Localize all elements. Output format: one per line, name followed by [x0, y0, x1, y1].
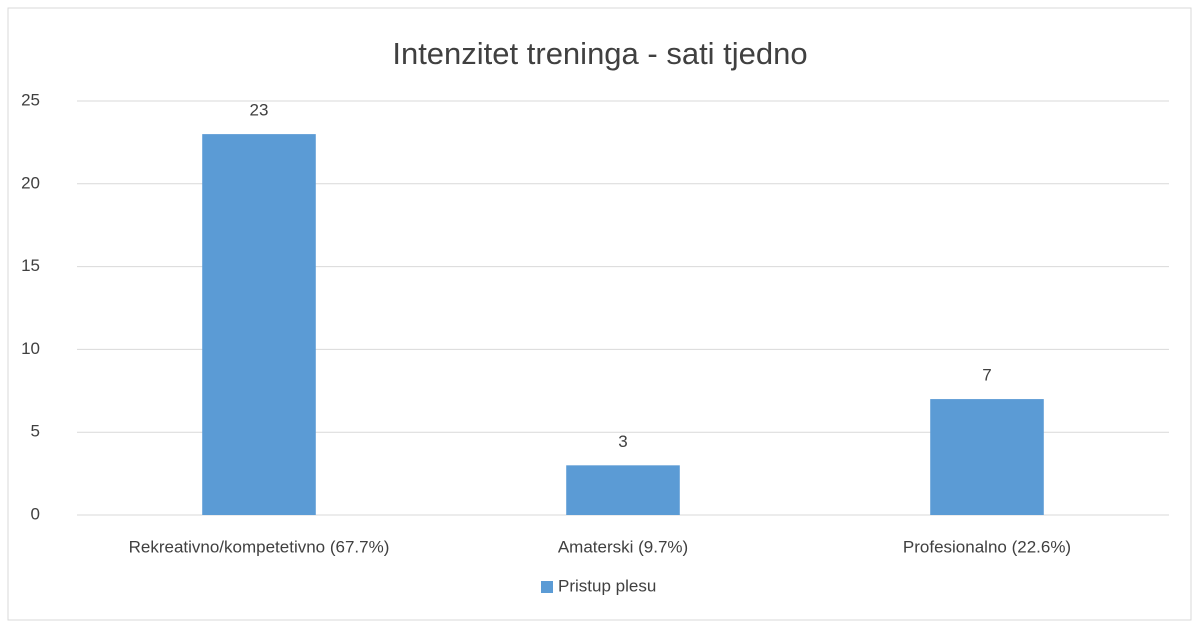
- data-label: 23: [250, 101, 269, 120]
- y-tick-label: 15: [21, 256, 40, 275]
- chart-title: Intenzitet treninga - sati tjedno: [392, 36, 807, 71]
- x-tick-label: Profesionalno (22.6%): [903, 537, 1071, 556]
- legend-swatch: [541, 581, 553, 593]
- bar: [566, 465, 680, 515]
- bar: [930, 399, 1044, 515]
- x-tick-label: Amaterski (9.7%): [558, 537, 688, 556]
- y-tick-label: 10: [21, 339, 40, 358]
- x-tick-label: Rekreativno/kompetetivno (67.7%): [129, 537, 390, 556]
- y-tick-label: 0: [31, 504, 40, 523]
- data-label: 7: [982, 366, 991, 385]
- y-tick-label: 5: [31, 422, 40, 441]
- bar: [202, 134, 316, 515]
- chart-frame: [7, 7, 1192, 621]
- y-tick-label: 20: [21, 173, 40, 192]
- data-label: 3: [618, 432, 627, 451]
- y-tick-label: 25: [21, 90, 40, 109]
- legend-label: Pristup plesu: [558, 576, 656, 595]
